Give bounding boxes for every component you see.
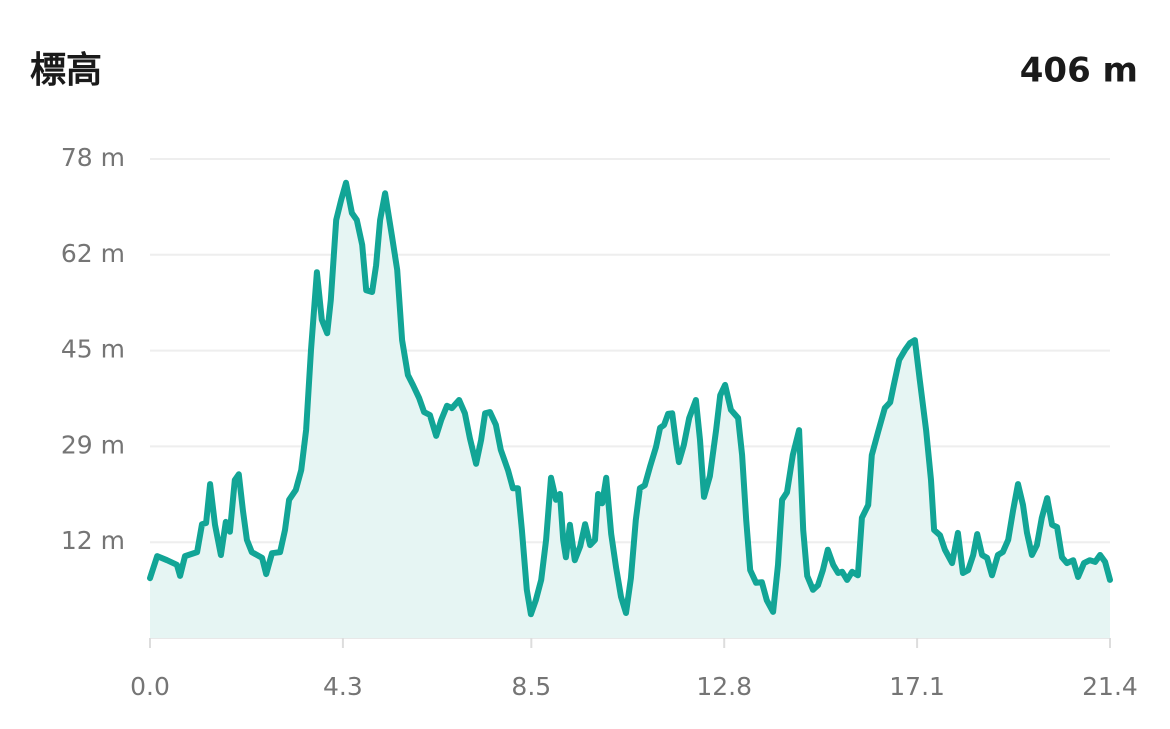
y-tick-label: 29 m [61, 430, 125, 459]
y-tick-label: 45 m [61, 335, 125, 364]
summary-value: 406 m [1020, 51, 1138, 91]
x-tick-label: 21.4 [1082, 672, 1138, 701]
y-tick-label: 12 m [61, 526, 125, 555]
elevation-line [147, 179, 1113, 618]
x-tick-label: 17.1 [889, 672, 945, 701]
y-tick-label: 78 m [61, 143, 125, 172]
x-tick-label: 8.5 [511, 672, 551, 701]
x-tick-label: 0.0 [130, 672, 170, 701]
y-tick-label: 62 m [61, 239, 125, 268]
chart-title: 標高 [30, 50, 102, 91]
x-tick-label: 4.3 [323, 672, 363, 701]
x-tick-label: 12.8 [696, 672, 752, 701]
elevation-area [150, 182, 1110, 639]
